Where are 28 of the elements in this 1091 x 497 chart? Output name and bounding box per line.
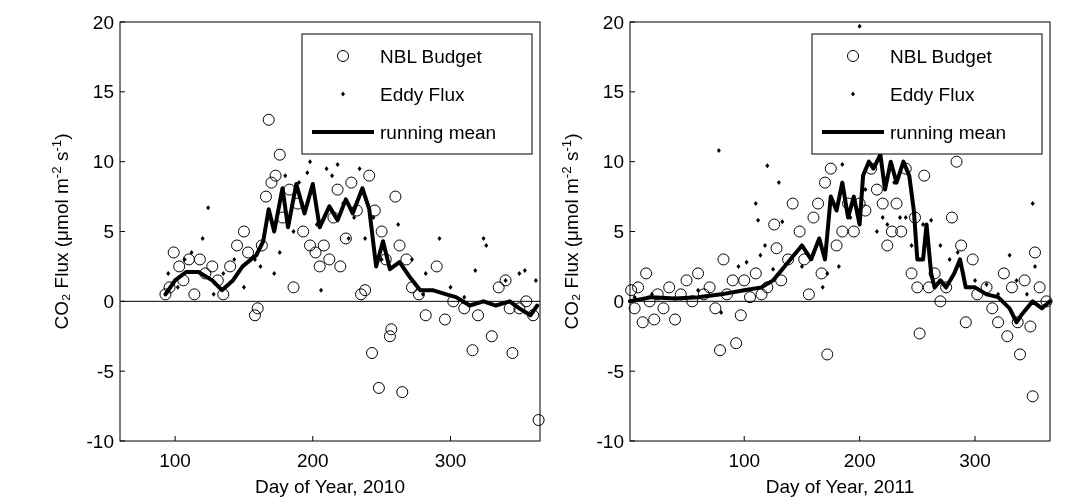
x-axis-title: Day of Year, 2011 xyxy=(765,476,915,497)
y-tick-label: 10 xyxy=(92,151,114,173)
x-tick-label: 100 xyxy=(159,450,191,471)
y-tick-label: -5 xyxy=(607,360,624,382)
y-tick-label: 20 xyxy=(602,11,624,33)
y-tick-label: 5 xyxy=(103,221,114,243)
y-tick-label: 0 xyxy=(103,290,114,312)
y-tick-label: -5 xyxy=(97,360,114,382)
legend-label: NBL Budget xyxy=(890,45,993,67)
legend-label: Eddy Flux xyxy=(380,83,465,105)
x-axis-title: Day of Year, 2010 xyxy=(254,476,406,497)
x-tick-label: 100 xyxy=(728,450,761,471)
y-tick-label: 15 xyxy=(602,81,624,103)
legend-label: running mean xyxy=(380,121,497,143)
y-tick-label: 5 xyxy=(613,221,624,243)
x-tick-label: 300 xyxy=(959,450,991,471)
y-tick-label: 10 xyxy=(602,151,624,173)
legend-label: NBL Budget xyxy=(380,45,483,67)
legend-label: Eddy Flux xyxy=(890,83,975,105)
y-tick-label: 20 xyxy=(92,11,114,33)
x-tick-label: 200 xyxy=(843,450,876,471)
y-tick-label: 0 xyxy=(613,290,624,312)
y-tick-label: 15 xyxy=(92,81,114,103)
y-tick-label: -10 xyxy=(86,430,114,452)
x-tick-label: 200 xyxy=(296,450,329,471)
legend-label: running mean xyxy=(890,121,1007,143)
x-tick-label: 300 xyxy=(434,450,467,471)
y-tick-label: -10 xyxy=(596,430,624,452)
